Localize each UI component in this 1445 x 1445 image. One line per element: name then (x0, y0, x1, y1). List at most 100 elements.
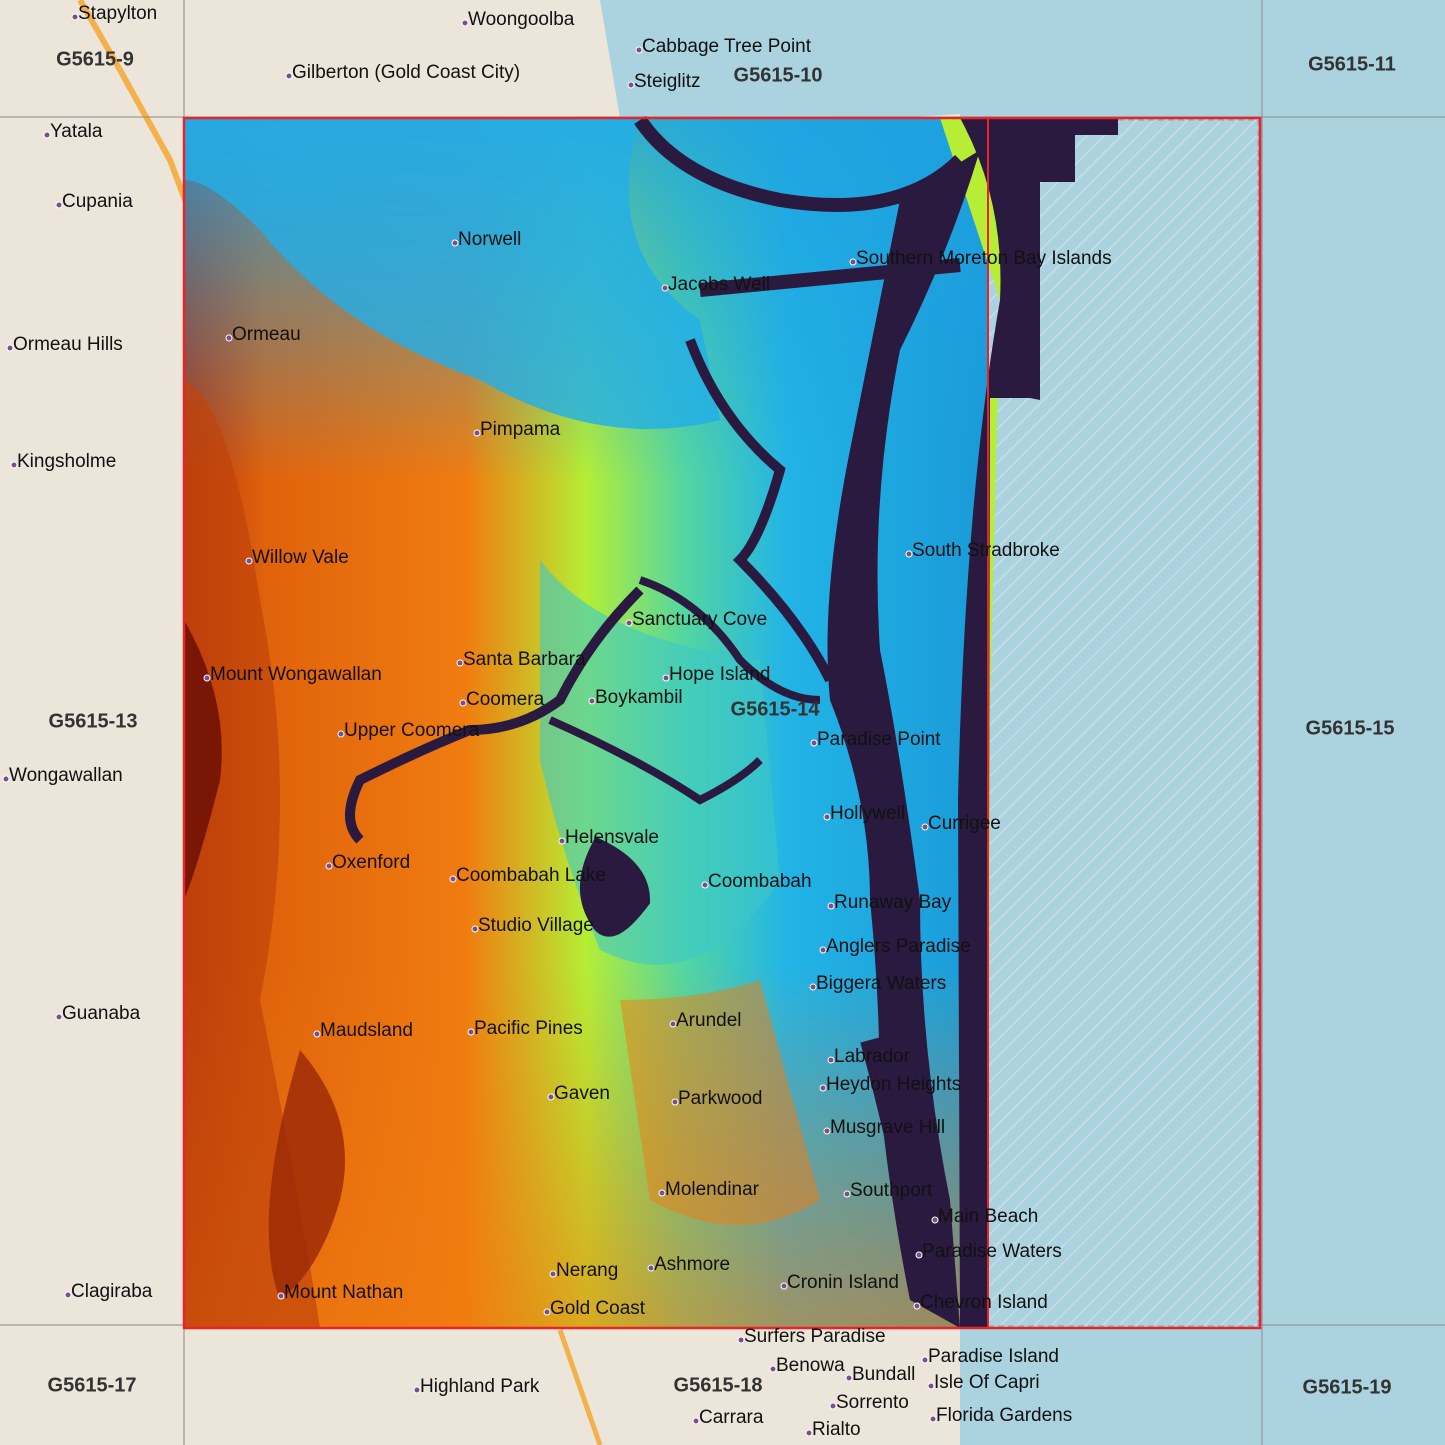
place-marker-icon[interactable] (277, 1292, 285, 1300)
place-marker-icon[interactable] (225, 334, 233, 342)
place-marker-icon[interactable] (671, 1098, 679, 1106)
place-marker-icon[interactable] (819, 946, 827, 954)
place-marker-icon[interactable] (64, 1291, 72, 1299)
place-marker-icon[interactable] (769, 1365, 777, 1373)
place-label: Cronin Island (787, 1272, 899, 1293)
place-label: Helensvale (565, 827, 659, 848)
tile-id-label: G5615-18 (673, 1374, 763, 1397)
place-label: Ashmore (654, 1254, 731, 1275)
place-label: Musgrave Hill (830, 1117, 946, 1138)
place-marker-icon[interactable] (921, 1356, 929, 1364)
place-marker-icon[interactable] (325, 862, 333, 870)
place-label: Florida Gardens (936, 1405, 1073, 1426)
place-marker-icon[interactable] (467, 1028, 475, 1036)
place-label: Oxenford (332, 852, 411, 873)
place-marker-icon[interactable] (845, 1374, 853, 1382)
place-marker-icon[interactable] (2, 775, 10, 783)
place-marker-icon[interactable] (829, 1402, 837, 1410)
place-label: Guanaba (62, 1003, 141, 1024)
place-label: Jacobs Well (668, 274, 771, 295)
place-marker-icon[interactable] (55, 201, 63, 209)
tile-id-label: G5615-15 (1305, 717, 1395, 740)
place-label: Sanctuary Cove (632, 609, 768, 630)
place-marker-icon[interactable] (805, 1429, 813, 1437)
place-marker-icon[interactable] (547, 1093, 555, 1101)
place-label: Pimpama (480, 419, 561, 440)
place-marker-icon[interactable] (337, 730, 345, 738)
place-label: Pacific Pines (474, 1018, 583, 1039)
place-label: Gaven (554, 1083, 610, 1104)
place-marker-icon[interactable] (819, 1084, 827, 1092)
place-marker-icon[interactable] (203, 674, 211, 682)
place-marker-icon[interactable] (827, 902, 835, 910)
place-marker-icon[interactable] (809, 983, 817, 991)
place-marker-icon[interactable] (662, 674, 670, 682)
place-marker-icon[interactable] (810, 739, 818, 747)
place-label: Isle Of Capri (934, 1372, 1040, 1393)
dem-extent-outline (183, 117, 989, 1329)
place-marker-icon[interactable] (827, 1056, 835, 1064)
place-label: Paradise Point (817, 729, 941, 750)
place-marker-icon[interactable] (823, 813, 831, 821)
place-marker-icon[interactable] (449, 875, 457, 883)
place-marker-icon[interactable] (658, 1189, 666, 1197)
place-marker-icon[interactable] (451, 239, 459, 247)
place-marker-icon[interactable] (647, 1264, 655, 1272)
place-label: Gilberton (Gold Coast City) (292, 62, 521, 83)
place-marker-icon[interactable] (285, 72, 293, 80)
place-marker-icon[interactable] (661, 284, 669, 292)
place-marker-icon[interactable] (313, 1030, 321, 1038)
place-marker-icon[interactable] (549, 1270, 557, 1278)
place-label: Runaway Bay (834, 892, 952, 913)
place-label: Highland Park (420, 1376, 540, 1397)
place-marker-icon[interactable] (71, 13, 79, 21)
place-marker-icon[interactable] (780, 1282, 788, 1290)
place-marker-icon[interactable] (929, 1415, 937, 1423)
place-marker-icon[interactable] (558, 837, 566, 845)
place-label: Ormeau Hills (13, 334, 123, 355)
tile-id-label: G5615-17 (47, 1374, 137, 1397)
place-marker-icon[interactable] (6, 344, 14, 352)
place-marker-icon[interactable] (43, 131, 51, 139)
place-marker-icon[interactable] (692, 1417, 700, 1425)
place-marker-icon[interactable] (543, 1308, 551, 1316)
place-label: Currigee (928, 813, 1001, 834)
place-marker-icon[interactable] (55, 1013, 63, 1021)
place-label: Upper Coomera (344, 720, 480, 741)
place-label: Parkwood (678, 1088, 763, 1109)
place-marker-icon[interactable] (456, 659, 464, 667)
place-label: Surfers Paradise (744, 1326, 886, 1347)
place-label: Norwell (458, 229, 522, 250)
place-marker-icon[interactable] (625, 619, 633, 627)
place-marker-icon[interactable] (915, 1251, 923, 1259)
place-marker-icon[interactable] (905, 550, 913, 558)
place-label: Clagiraba (71, 1281, 153, 1302)
place-marker-icon[interactable] (588, 697, 596, 705)
place-marker-icon[interactable] (931, 1216, 939, 1224)
place-marker-icon[interactable] (737, 1336, 745, 1344)
place-label: Biggera Waters (816, 973, 947, 994)
place-marker-icon[interactable] (473, 429, 481, 437)
place-marker-icon[interactable] (843, 1190, 851, 1198)
place-marker-icon[interactable] (471, 925, 479, 933)
place-marker-icon[interactable] (10, 461, 18, 469)
place-marker-icon[interactable] (635, 46, 643, 54)
place-marker-icon[interactable] (927, 1382, 935, 1390)
place-marker-icon[interactable] (627, 81, 635, 89)
place-marker-icon[interactable] (849, 258, 857, 266)
place-marker-icon[interactable] (913, 1302, 921, 1310)
place-label: Paradise Waters (922, 1241, 1062, 1262)
place-marker-icon[interactable] (701, 881, 709, 889)
place-marker-icon[interactable] (669, 1020, 677, 1028)
place-label: Main Beach (938, 1206, 1039, 1227)
place-marker-icon[interactable] (413, 1386, 421, 1394)
place-label: Studio Village (478, 915, 594, 936)
place-marker-icon[interactable] (823, 1127, 831, 1135)
place-marker-icon[interactable] (459, 699, 467, 707)
place-label: Ormeau (232, 324, 301, 345)
place-label: Willow Vale (252, 547, 349, 568)
place-marker-icon[interactable] (461, 19, 469, 27)
place-marker-icon[interactable] (921, 823, 929, 831)
place-marker-icon[interactable] (245, 557, 253, 565)
